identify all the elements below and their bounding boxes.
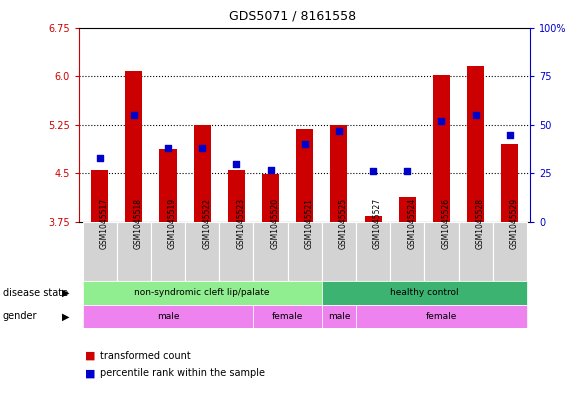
Bar xyxy=(193,125,211,222)
Text: GSM1045529: GSM1045529 xyxy=(510,198,519,250)
Point xyxy=(231,161,241,167)
Point xyxy=(300,141,309,147)
Bar xyxy=(398,197,416,222)
Text: GSM1045528: GSM1045528 xyxy=(476,198,485,249)
Text: GSM1045527: GSM1045527 xyxy=(373,198,382,250)
Bar xyxy=(322,222,356,281)
Bar xyxy=(459,222,493,281)
Bar xyxy=(228,170,245,222)
Point xyxy=(369,168,378,174)
Bar xyxy=(219,222,254,281)
Bar xyxy=(493,222,527,281)
Point xyxy=(334,127,343,134)
Text: GSM1045521: GSM1045521 xyxy=(305,198,314,249)
Text: GSM1045517: GSM1045517 xyxy=(100,198,108,250)
Text: GSM1045524: GSM1045524 xyxy=(407,198,416,250)
Bar xyxy=(356,222,390,281)
Bar xyxy=(185,222,219,281)
Bar xyxy=(331,125,347,222)
Text: GSM1045518: GSM1045518 xyxy=(134,198,143,249)
Text: male: male xyxy=(156,312,179,321)
Bar xyxy=(433,75,450,222)
Bar xyxy=(254,305,322,328)
Bar xyxy=(467,66,484,222)
Bar xyxy=(91,170,108,222)
Text: GSM1045522: GSM1045522 xyxy=(202,198,211,249)
Text: healthy control: healthy control xyxy=(390,288,459,297)
Bar xyxy=(322,281,527,305)
Bar xyxy=(117,222,151,281)
Text: ■: ■ xyxy=(85,368,96,378)
Bar xyxy=(151,222,185,281)
Text: GSM1045525: GSM1045525 xyxy=(339,198,348,250)
Bar xyxy=(424,222,459,281)
Bar xyxy=(356,305,527,328)
Bar xyxy=(262,174,279,222)
Point xyxy=(505,131,515,138)
Bar xyxy=(125,71,142,222)
Text: GSM1045520: GSM1045520 xyxy=(271,198,280,250)
Text: GSM1045519: GSM1045519 xyxy=(168,198,177,250)
Text: male: male xyxy=(328,312,350,321)
Point xyxy=(266,166,275,173)
Bar xyxy=(83,281,322,305)
Text: percentile rank within the sample: percentile rank within the sample xyxy=(100,368,265,378)
Text: non-syndromic cleft lip/palate: non-syndromic cleft lip/palate xyxy=(134,288,270,297)
Bar xyxy=(364,216,381,222)
Text: GDS5071 / 8161558: GDS5071 / 8161558 xyxy=(230,10,356,23)
Text: GSM1045523: GSM1045523 xyxy=(236,198,246,250)
Bar xyxy=(322,305,356,328)
Point xyxy=(471,112,481,118)
Bar xyxy=(159,149,176,222)
Bar xyxy=(501,144,519,222)
Text: disease state: disease state xyxy=(3,288,68,298)
Bar xyxy=(296,129,314,222)
Point xyxy=(437,118,446,124)
Text: female: female xyxy=(272,312,304,321)
Text: female: female xyxy=(426,312,457,321)
Bar xyxy=(288,222,322,281)
Text: transformed count: transformed count xyxy=(100,351,190,361)
Text: ▶: ▶ xyxy=(62,311,69,321)
Point xyxy=(163,145,173,151)
Point xyxy=(197,145,207,151)
Text: ■: ■ xyxy=(85,351,96,361)
Bar xyxy=(254,222,288,281)
Point xyxy=(95,155,104,161)
Text: GSM1045526: GSM1045526 xyxy=(441,198,451,250)
Text: ▶: ▶ xyxy=(62,288,69,298)
Bar xyxy=(83,222,117,281)
Point xyxy=(129,112,138,118)
Bar xyxy=(83,305,254,328)
Bar xyxy=(390,222,424,281)
Point xyxy=(403,168,412,174)
Text: gender: gender xyxy=(3,311,38,321)
